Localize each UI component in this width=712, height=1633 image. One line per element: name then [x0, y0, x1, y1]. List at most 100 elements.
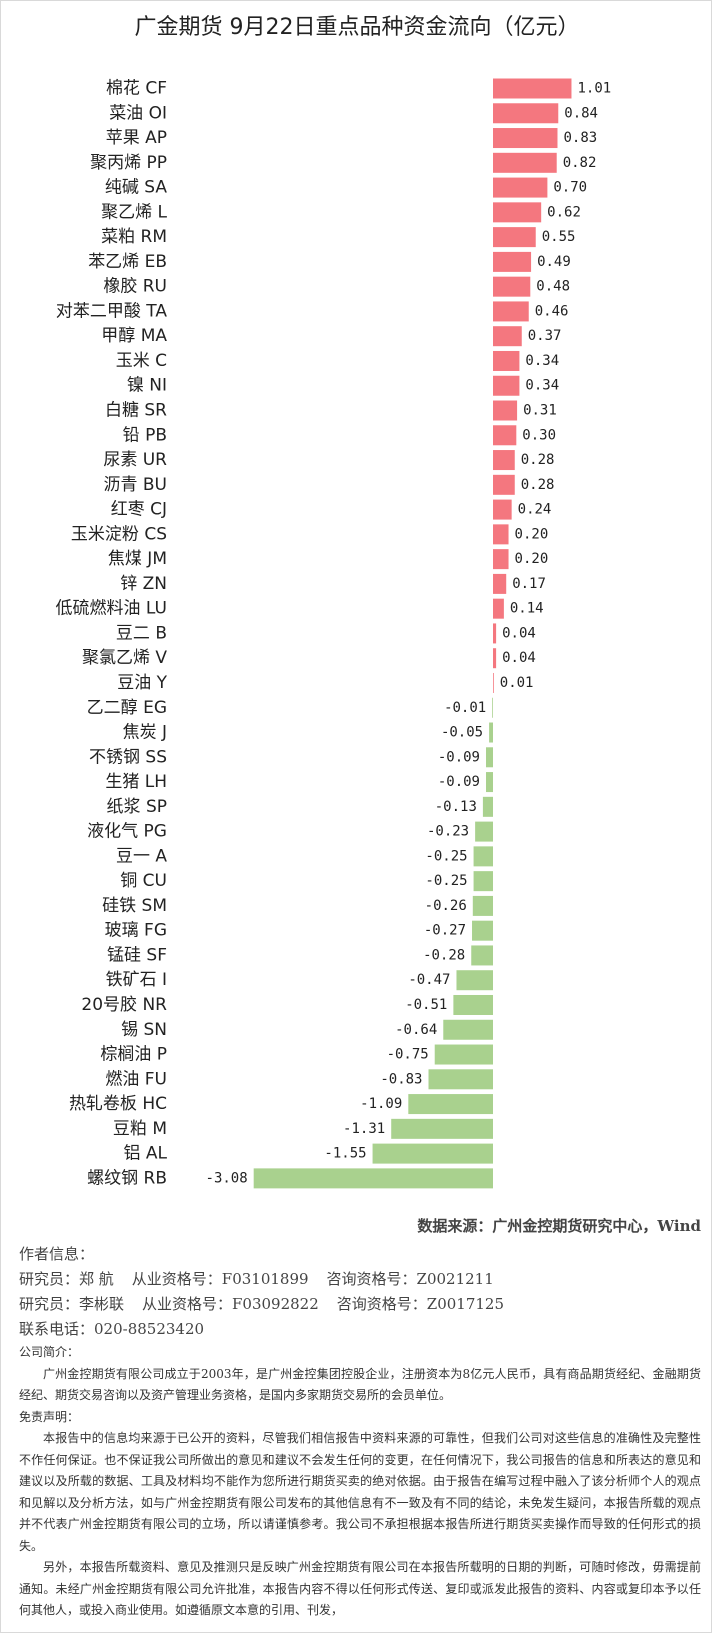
bar — [471, 945, 493, 966]
bar — [473, 846, 493, 867]
value-label: -0.25 — [425, 873, 467, 889]
bar — [493, 450, 515, 471]
category-label: 铜 CU — [120, 871, 167, 891]
category-label: 锌 ZN — [120, 574, 167, 594]
category-label: 玉米 C — [116, 351, 167, 371]
bar — [391, 1118, 493, 1139]
value-label: -0.27 — [424, 923, 466, 939]
bar — [493, 598, 504, 619]
value-label: 0.62 — [547, 204, 581, 220]
bar — [493, 350, 520, 371]
category-label: 20号胶 NR — [81, 995, 167, 1015]
category-label: 玻璃 FG — [105, 921, 167, 941]
bar — [493, 499, 512, 520]
bar — [475, 821, 493, 842]
bar — [472, 895, 493, 916]
category-label: 豆粕 M — [113, 1119, 167, 1139]
value-label: 0.24 — [518, 502, 552, 518]
category-label: 纯碱 SA — [105, 178, 168, 198]
value-label: 1.01 — [577, 81, 611, 97]
category-label: 聚氯乙烯 V — [82, 648, 167, 668]
value-label: -0.25 — [425, 848, 467, 864]
category-label: 焦炭 J — [123, 723, 167, 743]
value-label: -1.55 — [324, 1146, 366, 1162]
value-label: 0.34 — [525, 378, 559, 394]
bar — [493, 672, 494, 693]
bar — [493, 648, 497, 669]
category-label: 液化气 PG — [87, 822, 167, 842]
value-label: 0.31 — [523, 403, 557, 419]
category-label: 沥青 BU — [103, 475, 167, 495]
value-label: 0.49 — [537, 254, 571, 270]
category-label: 苯乙烯 EB — [88, 252, 167, 272]
bar — [253, 1168, 493, 1189]
bar — [486, 747, 493, 768]
company-heading: 公司简介： — [19, 1345, 80, 1359]
value-label: 0.46 — [535, 303, 569, 319]
value-label: -0.64 — [395, 1022, 437, 1038]
value-label: -0.83 — [380, 1071, 422, 1087]
phone: 联系电话：020-88523420 — [19, 1320, 205, 1338]
category-label: 对苯二甲酸 TA — [56, 301, 167, 321]
bar — [493, 400, 518, 421]
bar — [493, 152, 557, 173]
value-label: 0.84 — [564, 105, 598, 121]
category-label: 热轧卷板 HC — [69, 1094, 167, 1114]
category-label: 豆二 B — [116, 623, 167, 643]
value-label: 0.55 — [542, 229, 576, 245]
value-label: -0.75 — [387, 1047, 429, 1063]
consult: 咨询资格号：Z0021211 — [326, 1270, 494, 1288]
value-label: -1.09 — [360, 1096, 402, 1112]
value-label: 0.20 — [515, 551, 549, 567]
bar — [473, 871, 493, 892]
category-label: 棕榈油 P — [100, 1045, 167, 1065]
bar — [489, 722, 493, 743]
bar — [493, 549, 509, 570]
value-label: -0.28 — [423, 947, 465, 963]
value-label: 0.04 — [502, 625, 536, 641]
value-label: -1.31 — [343, 1121, 385, 1137]
category-label: 铅 PB — [123, 425, 167, 445]
category-label: 红枣 CJ — [111, 500, 167, 520]
bar — [408, 1094, 493, 1115]
category-label: 聚丙烯 PP — [90, 153, 167, 173]
category-label: 低硫燃料油 LU — [56, 599, 167, 619]
category-label: 乙二醇 EG — [87, 698, 167, 718]
bar — [493, 103, 559, 124]
company-text: 广州金控期货有限公司成立于2003年，是广州金控集团控股企业，注册资本为8亿元人… — [19, 1366, 701, 1403]
bar — [372, 1143, 493, 1164]
bar — [493, 128, 558, 149]
name: 研究员：李彬联 — [19, 1295, 125, 1313]
bar — [493, 573, 507, 594]
bar — [493, 326, 522, 347]
value-label: 0.48 — [536, 279, 570, 295]
category-label: 镍 NI — [127, 376, 167, 396]
category-label: 白糖 SR — [105, 401, 167, 421]
value-label: 0.28 — [521, 477, 555, 493]
category-label: 聚乙烯 L — [101, 202, 167, 222]
category-label: 不锈钢 SS — [89, 747, 167, 767]
category-label: 铁矿石 I — [106, 970, 167, 990]
bar — [482, 796, 493, 817]
value-label: 0.28 — [521, 452, 555, 468]
bar — [493, 177, 548, 198]
value-label: 0.01 — [500, 675, 534, 691]
name: 研究员：郑 航 — [19, 1270, 114, 1288]
source: 数据来源：广州金控期货研究中心，Wind — [417, 1217, 701, 1235]
bar — [493, 474, 515, 495]
bar — [493, 276, 531, 297]
bar — [493, 524, 509, 545]
bar — [493, 251, 532, 272]
license: 从业资格号：F03092822 — [142, 1295, 319, 1313]
value-label: -0.09 — [438, 774, 480, 790]
category-label: 锰硅 SF — [107, 945, 167, 965]
value-label: 0.30 — [522, 427, 556, 443]
category-label: 硅铁 SM — [102, 896, 167, 916]
category-label: 燃油 FU — [105, 1069, 167, 1089]
category-label: 铝 AL — [123, 1144, 167, 1164]
category-label: 锡 SN — [121, 1020, 167, 1040]
value-label: 0.70 — [553, 180, 587, 196]
bar — [493, 375, 520, 396]
value-label: -0.05 — [441, 725, 483, 741]
